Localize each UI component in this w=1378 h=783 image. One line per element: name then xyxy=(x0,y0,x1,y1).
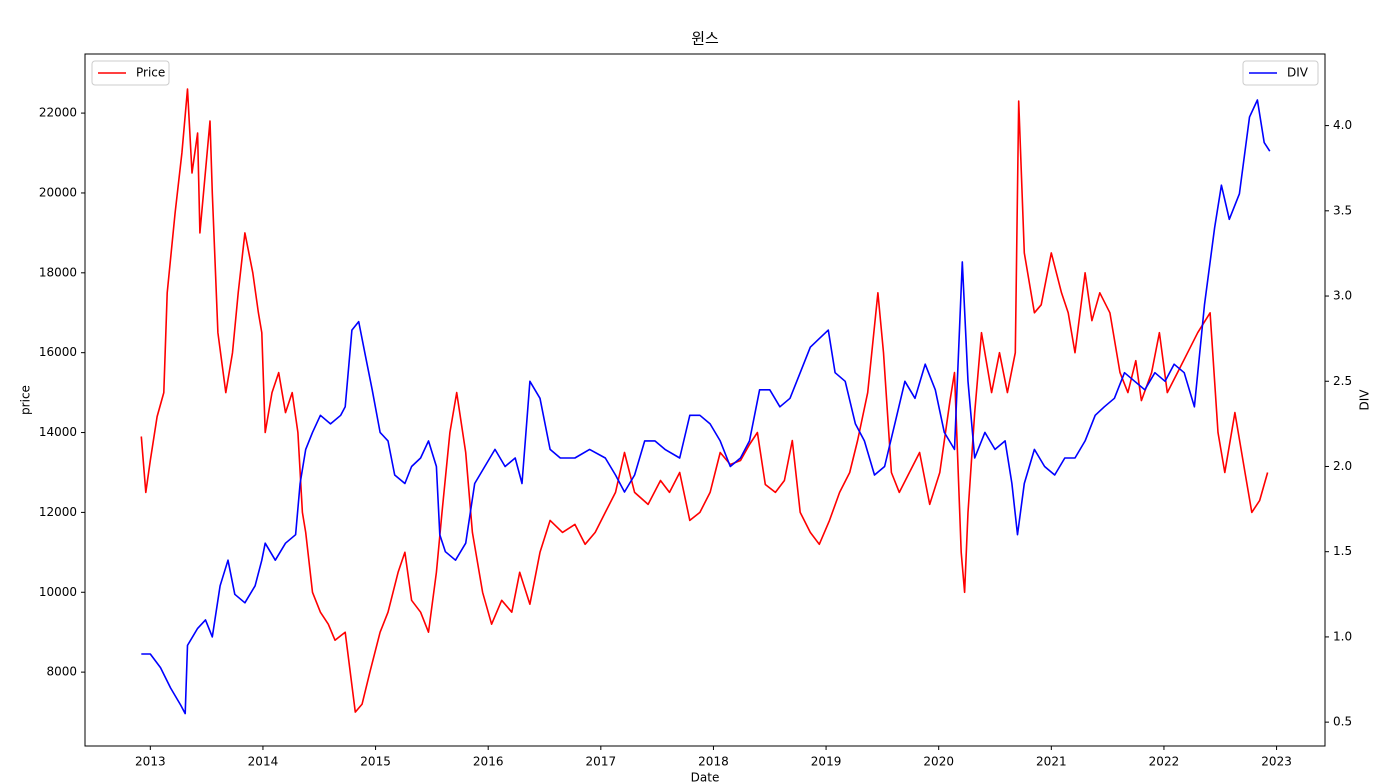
x-axis-label: Date xyxy=(691,771,720,783)
y-tick-label: 22000 xyxy=(39,106,77,120)
y-tick-label: 8000 xyxy=(46,665,77,679)
y-tick-label: 12000 xyxy=(39,505,77,519)
y2-tick-label: 2.5 xyxy=(1333,374,1352,388)
y-tick-label: 10000 xyxy=(39,585,77,599)
x-tick-label: 2013 xyxy=(135,755,166,769)
x-tick-label: 2017 xyxy=(586,755,617,769)
x-tick-label: 2016 xyxy=(473,755,504,769)
x-tick-label: 2022 xyxy=(1149,755,1180,769)
chart-title: 윈스 xyxy=(691,30,719,48)
y2-tick-label: 0.5 xyxy=(1333,715,1352,729)
y2-tick-label: 2.0 xyxy=(1333,459,1352,473)
y-tick-label: 18000 xyxy=(39,265,77,279)
legend-label: DIV xyxy=(1287,66,1309,80)
y2-tick-label: 3.0 xyxy=(1333,289,1352,303)
legend-label: Price xyxy=(136,66,165,80)
y2-tick-label: 1.0 xyxy=(1333,629,1352,643)
y-tick-label: 20000 xyxy=(39,185,77,199)
y2-tick-label: 4.0 xyxy=(1333,118,1352,132)
plot-frame xyxy=(84,53,1326,747)
y2-tick-label: 3.5 xyxy=(1333,203,1352,217)
y2-tick-label: 1.5 xyxy=(1333,544,1352,558)
x-tick-label: 2023 xyxy=(1261,755,1292,769)
y2-axis-label: DIV xyxy=(1358,389,1372,411)
legend-box xyxy=(91,60,170,86)
y-axis-label: price xyxy=(19,385,33,415)
x-tick-label: 2018 xyxy=(698,755,729,769)
x-tick-label: 2014 xyxy=(248,755,279,769)
x-tick-label: 2015 xyxy=(360,755,391,769)
x-tick-label: 2019 xyxy=(811,755,842,769)
y-tick-label: 14000 xyxy=(39,425,77,439)
legend-box xyxy=(1242,60,1319,86)
line-series xyxy=(141,99,1271,715)
line-series xyxy=(140,88,1269,713)
x-tick-label: 2020 xyxy=(923,755,954,769)
x-tick-label: 2021 xyxy=(1036,755,1067,769)
y-tick-label: 16000 xyxy=(39,345,77,359)
